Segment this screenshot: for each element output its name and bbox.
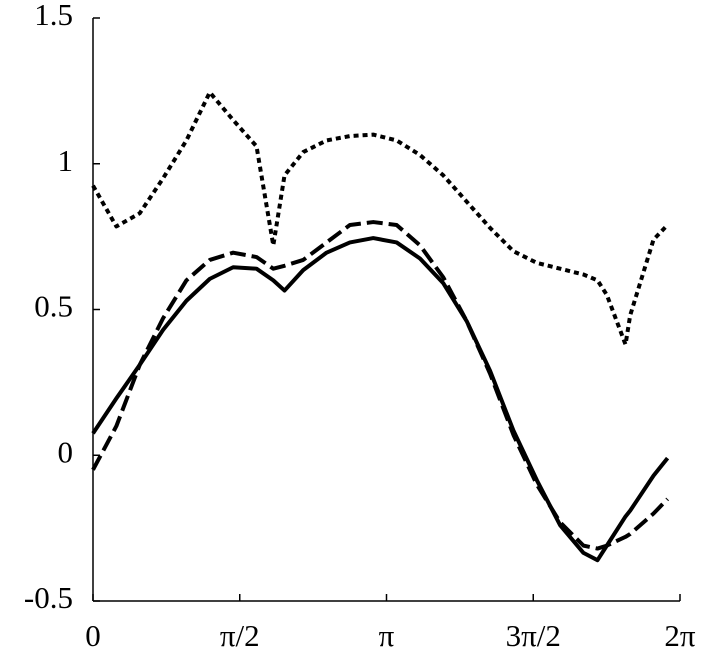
x-tick-label: 0 (85, 618, 101, 653)
x-tick-label: π (379, 618, 395, 653)
line-series (91, 90, 669, 347)
line-series (91, 236, 670, 563)
x-tick-label: 2π (664, 618, 696, 653)
y-tick-label: -0.5 (24, 580, 73, 615)
y-tick-label: 1 (58, 143, 74, 178)
y-tick-label: 1.5 (34, 0, 73, 32)
x-tick-label: 3π/2 (506, 618, 561, 653)
x-tick-label: π/2 (220, 618, 260, 653)
y-tick-label: 0 (58, 434, 74, 469)
line-series (91, 220, 669, 551)
y-tick-label: 0.5 (34, 289, 73, 324)
